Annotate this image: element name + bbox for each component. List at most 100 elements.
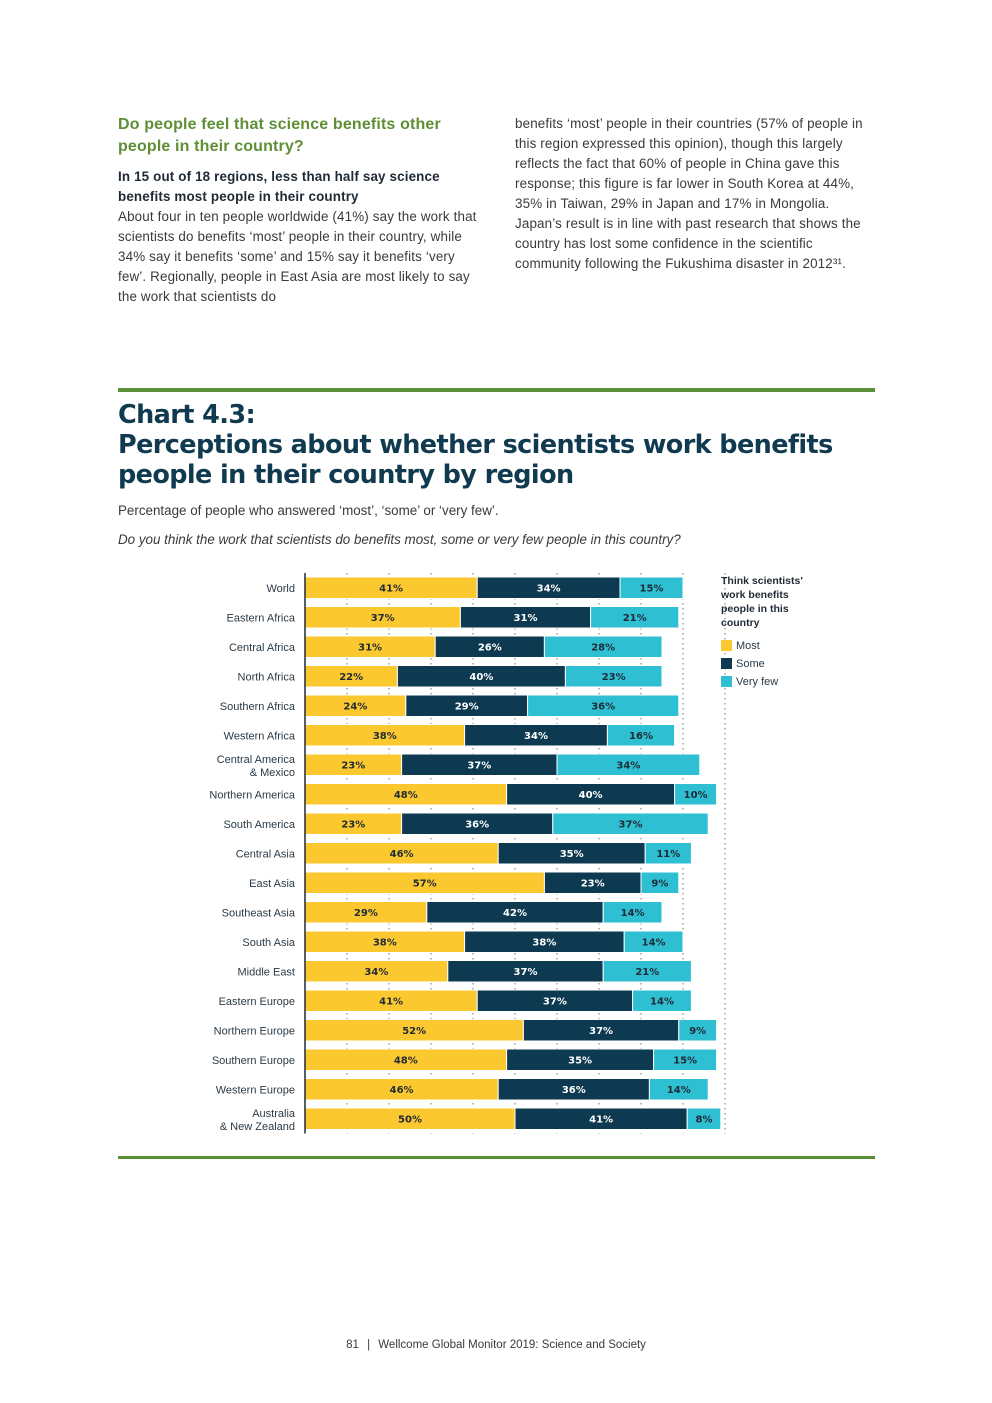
data-label-some-western-europe: 36%	[562, 1085, 586, 1096]
data-label-some-central-america-and-mexico: 37%	[467, 760, 491, 771]
data-label-most-central-africa: 31%	[358, 642, 382, 653]
category-label-western-europe: Western Europe	[216, 1084, 295, 1096]
stacked-bar-chart: 41% 34% 15% 37% 31% 21% 31% 26% 28% 22% 40% 23% 24% 2…	[209, 573, 803, 1134]
data-label-very-few-middle-east: 21%	[635, 967, 659, 978]
bar-very-few-southern-europe	[653, 1048, 718, 1071]
legend-swatch-very-few	[721, 676, 732, 687]
chart-title: Chart 4.3: Perceptions about whether sci…	[118, 400, 888, 490]
category-label-western-africa: Western Africa	[224, 730, 296, 742]
data-label-some-southern-africa: 29%	[455, 701, 479, 712]
legend-title: Think scientists' work benefits people in …	[720, 575, 803, 629]
data-label-most-australia-and-new-zealand: 50%	[398, 1114, 422, 1125]
chart-bottom-divider	[118, 1156, 875, 1159]
chart-question: Do you think the work that scientists do…	[118, 532, 681, 547]
data-label-very-few-central-africa: 28%	[591, 642, 615, 653]
data-label-some-east-asia: 23%	[581, 878, 605, 889]
text-column-right: benefits ‘most’ people in their countrie…	[515, 114, 875, 274]
data-label-very-few-southern-europe: 15%	[673, 1055, 697, 1066]
category-label-north-africa: North Africa	[238, 671, 296, 683]
legend-label-very-few: Very few	[736, 676, 778, 688]
data-label-some-central-africa: 26%	[478, 642, 502, 653]
bar-very-few-world	[619, 576, 684, 599]
data-label-most-northern-america: 48%	[394, 790, 418, 801]
data-label-very-few-southern-africa: 36%	[591, 701, 615, 712]
data-label-very-few-southeast-asia: 14%	[621, 908, 645, 919]
data-label-most-southeast-asia: 29%	[354, 908, 378, 919]
data-label-most-east-asia: 57%	[413, 878, 437, 889]
category-label-northern-europe: Northern Europe	[214, 1025, 295, 1037]
chart-title-text: Perceptions about whether scientists wor…	[118, 430, 833, 490]
category-label-middle-east: Middle East	[238, 966, 295, 978]
publication-title: Wellcome Global Monitor 2019: Science an…	[378, 1339, 646, 1351]
category-label-central-asia: Central Asia	[236, 848, 296, 860]
page-footer: 81 | Wellcome Global Monitor 2019: Scien…	[0, 1339, 992, 1351]
data-label-some-central-asia: 35%	[560, 849, 584, 860]
bar-very-few-eastern-europe	[632, 989, 692, 1012]
legend-label-some: Some	[736, 658, 765, 670]
category-label-northern-america: Northern America	[209, 789, 295, 801]
body-paragraph-left: About four in ten people worldwide (41%)…	[118, 209, 477, 304]
legend: Think scientists' work benefits people in …	[720, 575, 803, 688]
data-label-most-western-africa: 38%	[373, 731, 397, 742]
data-label-very-few-western-europe: 14%	[667, 1085, 691, 1096]
bar-very-few-north-africa	[564, 665, 663, 688]
data-label-some-southeast-asia: 42%	[503, 908, 527, 919]
bar-very-few-western-africa	[606, 724, 676, 747]
bar-very-few-central-asia	[644, 842, 692, 865]
data-label-very-few-central-america-and-mexico: 34%	[616, 760, 640, 771]
bar-very-few-southeast-asia	[602, 901, 663, 924]
data-label-some-north-africa: 40%	[469, 672, 493, 683]
category-label-southern-africa: Southern Africa	[220, 701, 296, 713]
chart-subtitle: Percentage of people who answered ‘most’…	[118, 503, 499, 518]
data-label-most-southern-africa: 24%	[343, 701, 367, 712]
chart-number: Chart 4.3:	[118, 400, 256, 430]
data-label-very-few-western-africa: 16%	[629, 731, 653, 742]
data-label-most-southern-europe: 48%	[394, 1055, 418, 1066]
data-label-very-few-australia-and-new-zealand: 8%	[696, 1114, 713, 1125]
data-label-most-middle-east: 34%	[364, 967, 388, 978]
data-label-very-few-south-asia: 14%	[642, 937, 666, 948]
category-label-southeast-asia: Southeast Asia	[222, 907, 296, 919]
section-heading: Do people feel that science benefits oth…	[118, 116, 441, 155]
category-label-southern-europe: Southern Europe	[212, 1055, 295, 1067]
category-label-eastern-europe: Eastern Europe	[219, 996, 295, 1008]
legend-swatch-most	[721, 640, 732, 651]
category-label-south-asia: South Asia	[242, 937, 295, 949]
data-label-some-australia-and-new-zealand: 41%	[589, 1114, 613, 1125]
bar-very-few-eastern-africa	[590, 606, 680, 629]
data-label-some-western-africa: 34%	[524, 731, 548, 742]
bar-very-few-australia-and-new-zealand	[686, 1107, 722, 1130]
bar-very-few-middle-east	[602, 960, 692, 983]
bar-very-few-central-africa	[543, 635, 663, 658]
data-label-most-central-america-and-mexico: 23%	[341, 760, 365, 771]
data-label-most-world: 41%	[379, 583, 403, 594]
data-label-some-middle-east: 37%	[514, 967, 538, 978]
category-labels: World Eastern Africa Central Africa North A…	[209, 583, 295, 1133]
legend-swatch-some	[721, 658, 732, 669]
bar-very-few-southern-africa	[527, 694, 680, 717]
category-label-south-america: South America	[223, 819, 295, 831]
category-label-world: World	[266, 583, 295, 595]
body-paragraph-right: benefits ‘most’ people in their countrie…	[515, 116, 863, 271]
chart-top-divider	[118, 388, 875, 392]
category-label-east-asia: East Asia	[249, 878, 296, 890]
data-label-very-few-central-asia: 11%	[656, 849, 680, 860]
data-label-most-south-america: 23%	[341, 819, 365, 830]
data-label-some-northern-america: 40%	[579, 790, 603, 801]
bar-very-few-western-europe	[648, 1078, 709, 1101]
data-label-very-few-eastern-africa: 21%	[623, 613, 647, 624]
data-label-most-northern-europe: 52%	[402, 1026, 426, 1037]
data-label-very-few-north-africa: 23%	[602, 672, 626, 683]
sub-heading: In 15 out of 18 regions, less than half …	[118, 169, 440, 204]
bars: 41% 34% 15% 37% 31% 21% 31% 26% 28% 22% 40% 23% 24% 2…	[304, 576, 722, 1130]
text-column-left: Do people feel that science benefits oth…	[118, 114, 480, 307]
data-label-most-eastern-africa: 37%	[371, 613, 395, 624]
bar-very-few-east-asia	[640, 871, 680, 894]
bar-very-few-central-america-and-mexico	[556, 753, 701, 776]
category-label-central-africa: Central Africa	[229, 642, 296, 654]
data-label-most-south-asia: 38%	[373, 937, 397, 948]
data-label-very-few-south-america: 37%	[619, 819, 643, 830]
footer-separator: |	[367, 1339, 371, 1351]
bar-very-few-south-america	[552, 812, 709, 835]
category-label-australia-and-new-zealand: Australia & New Zealand	[220, 1108, 296, 1133]
